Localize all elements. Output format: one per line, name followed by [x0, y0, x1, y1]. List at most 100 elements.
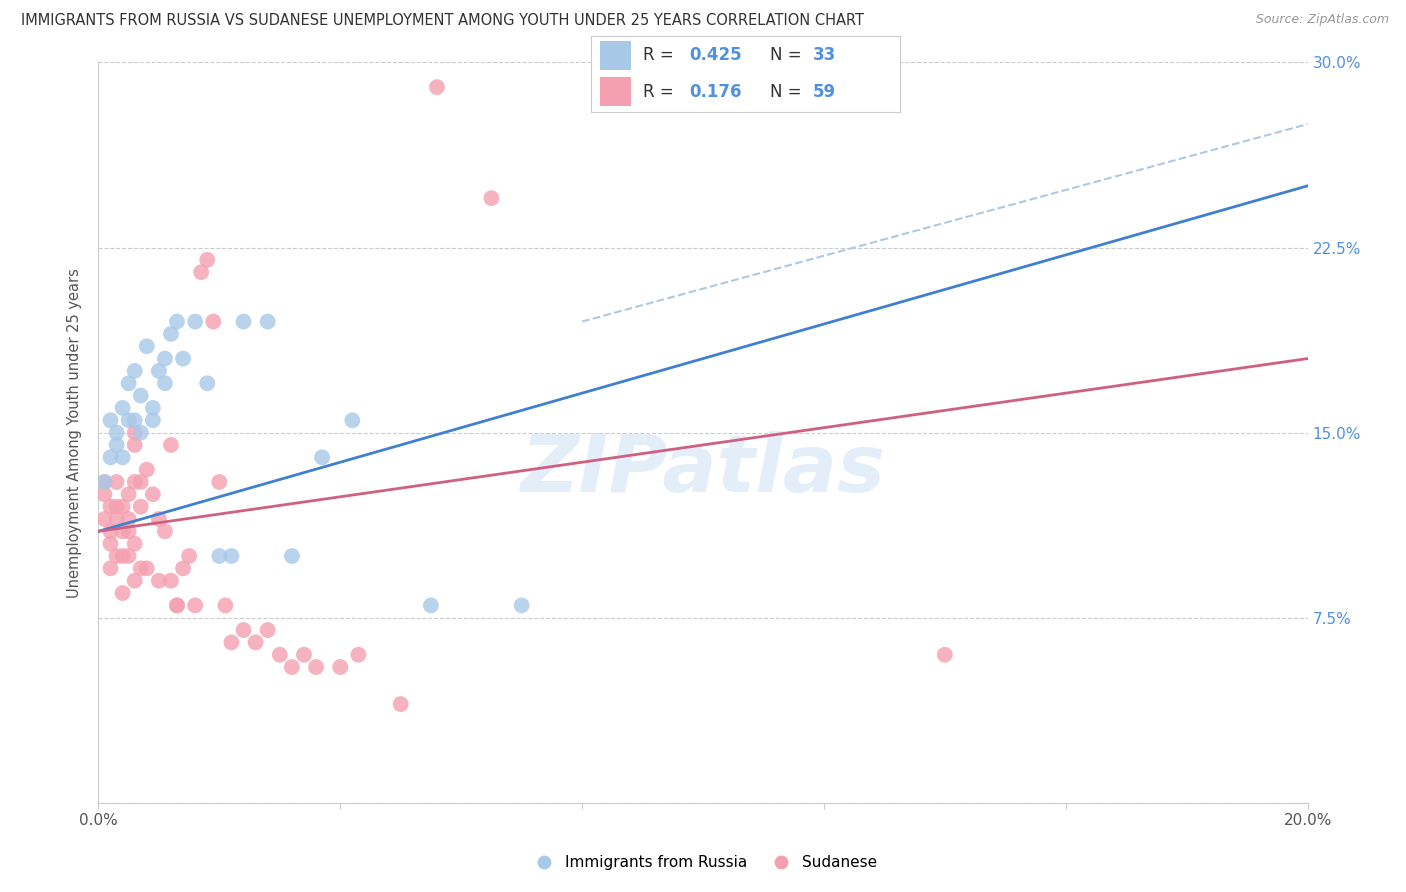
Point	[111, 401, 134, 415]
Point	[221, 549, 243, 563]
Point	[148, 574, 170, 588]
Point	[153, 376, 176, 391]
Text: R =: R =	[643, 46, 679, 64]
Point	[118, 487, 141, 501]
FancyBboxPatch shape	[600, 41, 631, 70]
Point	[305, 660, 328, 674]
Point	[124, 425, 146, 440]
Point	[105, 549, 128, 563]
Point	[221, 635, 243, 649]
Point	[124, 413, 146, 427]
Point	[208, 475, 231, 489]
Point	[256, 623, 278, 637]
Point	[195, 376, 218, 391]
Point	[184, 599, 207, 613]
Point	[208, 549, 231, 563]
Point	[124, 364, 146, 378]
Y-axis label: Unemployment Among Youth under 25 years: Unemployment Among Youth under 25 years	[67, 268, 83, 598]
Point	[129, 561, 152, 575]
Text: N =: N =	[770, 46, 807, 64]
Point	[129, 388, 152, 402]
Point	[160, 326, 183, 341]
Point	[93, 512, 115, 526]
Point	[342, 413, 364, 427]
Point	[166, 314, 188, 328]
Point	[166, 599, 188, 613]
Point	[135, 339, 157, 353]
Point	[124, 574, 146, 588]
Point	[195, 252, 218, 267]
Point	[347, 648, 370, 662]
Point	[232, 623, 254, 637]
Point	[142, 413, 165, 427]
Point	[118, 376, 141, 391]
Point	[100, 536, 122, 550]
Point	[256, 314, 278, 328]
Text: IMMIGRANTS FROM RUSSIA VS SUDANESE UNEMPLOYMENT AMONG YOUTH UNDER 25 YEARS CORRE: IMMIGRANTS FROM RUSSIA VS SUDANESE UNEMP…	[21, 13, 865, 29]
Point	[100, 524, 122, 539]
Point	[153, 351, 176, 366]
Point	[311, 450, 333, 465]
Point	[281, 660, 304, 674]
Point	[93, 487, 115, 501]
Point	[129, 475, 152, 489]
Point	[184, 314, 207, 328]
Point	[281, 549, 304, 563]
Text: ZIPatlas: ZIPatlas	[520, 431, 886, 508]
Point	[118, 524, 141, 539]
Point	[105, 438, 128, 452]
Text: N =: N =	[770, 83, 807, 101]
Point	[124, 438, 146, 452]
Point	[124, 475, 146, 489]
Text: 0.176: 0.176	[689, 83, 742, 101]
Point	[124, 536, 146, 550]
Point	[111, 450, 134, 465]
Point	[100, 561, 122, 575]
Point	[190, 265, 212, 279]
Point	[93, 475, 115, 489]
Point	[129, 500, 152, 514]
Point	[105, 475, 128, 489]
Point	[510, 599, 533, 613]
Point	[148, 364, 170, 378]
Point	[269, 648, 291, 662]
Point	[100, 500, 122, 514]
Point	[329, 660, 352, 674]
Point	[166, 599, 188, 613]
Point	[111, 500, 134, 514]
Point	[292, 648, 315, 662]
Point	[172, 561, 194, 575]
Point	[135, 561, 157, 575]
Point	[100, 450, 122, 465]
Point	[118, 549, 141, 563]
Point	[111, 524, 134, 539]
Point	[135, 462, 157, 476]
Point	[245, 635, 267, 649]
Point	[129, 425, 152, 440]
Point	[389, 697, 412, 711]
Point	[148, 512, 170, 526]
Text: 0.425: 0.425	[689, 46, 742, 64]
Point	[93, 475, 115, 489]
Point	[420, 599, 443, 613]
Point	[118, 512, 141, 526]
Point	[214, 599, 236, 613]
Point	[179, 549, 201, 563]
Point	[142, 487, 165, 501]
Point	[172, 351, 194, 366]
Text: 59: 59	[813, 83, 837, 101]
Point	[105, 425, 128, 440]
Point	[426, 80, 449, 95]
Point	[232, 314, 254, 328]
FancyBboxPatch shape	[600, 78, 631, 106]
Point	[111, 549, 134, 563]
Text: R =: R =	[643, 83, 679, 101]
Text: Source: ZipAtlas.com: Source: ZipAtlas.com	[1256, 13, 1389, 27]
Point	[105, 512, 128, 526]
Point	[105, 500, 128, 514]
Text: 33: 33	[813, 46, 837, 64]
Point	[160, 438, 183, 452]
Point	[100, 413, 122, 427]
Point	[153, 524, 176, 539]
Point	[142, 401, 165, 415]
